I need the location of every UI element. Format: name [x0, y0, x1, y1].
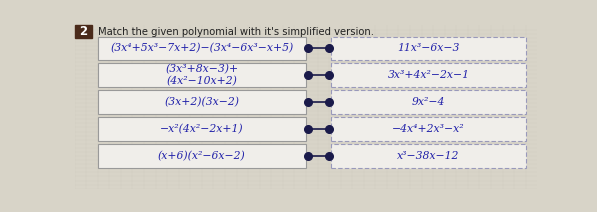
FancyBboxPatch shape — [331, 117, 526, 141]
FancyBboxPatch shape — [98, 144, 306, 168]
FancyBboxPatch shape — [98, 117, 306, 141]
Text: 2: 2 — [79, 25, 88, 38]
FancyBboxPatch shape — [331, 36, 526, 60]
Text: 3x³+4x²−2x−1: 3x³+4x²−2x−1 — [387, 70, 470, 80]
Text: (3x+2)(3x−2): (3x+2)(3x−2) — [164, 97, 239, 107]
Text: 11x³−6x−3: 11x³−6x−3 — [398, 43, 460, 53]
Text: −x²(4x²−2x+1): −x²(4x²−2x+1) — [160, 124, 244, 134]
Text: (3x³+8x−3)+
(4x²−10x+2): (3x³+8x−3)+ (4x²−10x+2) — [165, 64, 238, 86]
FancyBboxPatch shape — [331, 90, 526, 114]
FancyBboxPatch shape — [98, 63, 306, 87]
FancyBboxPatch shape — [75, 25, 92, 39]
FancyBboxPatch shape — [331, 144, 526, 168]
Text: (x+6)(x²−6x−2): (x+6)(x²−6x−2) — [158, 151, 246, 161]
Text: (3x⁴+5x³−7x+2)−(3x⁴−6x³−x+5): (3x⁴+5x³−7x+2)−(3x⁴−6x³−x+5) — [110, 43, 294, 53]
Text: x³−38x−12: x³−38x−12 — [398, 151, 460, 161]
FancyBboxPatch shape — [98, 36, 306, 60]
Text: −4x⁴+2x³−x²: −4x⁴+2x³−x² — [392, 124, 465, 134]
Text: Match the given polynomial with it's simplified version.: Match the given polynomial with it's sim… — [98, 27, 374, 37]
FancyBboxPatch shape — [98, 90, 306, 114]
Text: 9x²−4: 9x²−4 — [412, 97, 445, 107]
FancyBboxPatch shape — [331, 63, 526, 87]
